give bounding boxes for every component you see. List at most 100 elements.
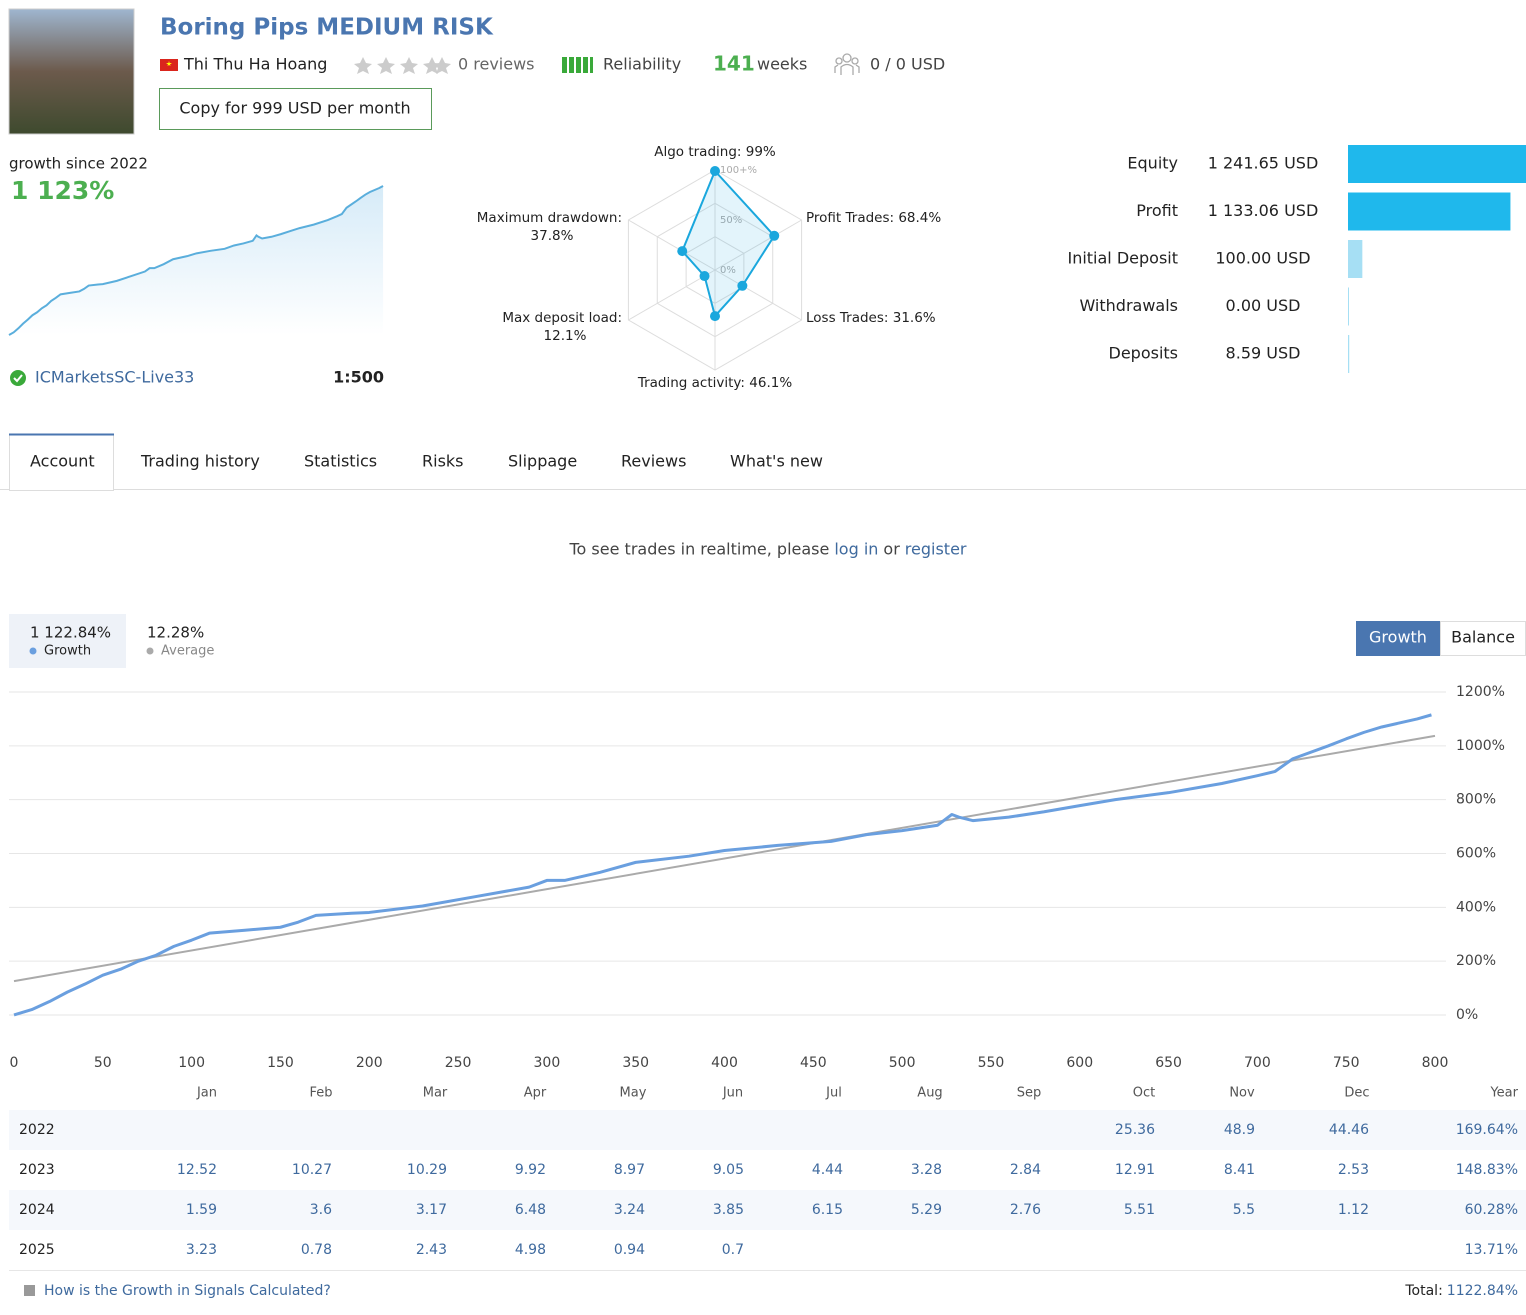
column-header: Aug [917,1086,942,1101]
login-link[interactable]: log in [834,540,878,559]
year-total: 60.28% [1465,1202,1518,1218]
tab[interactable]: Risks [422,452,464,471]
month-value: 1.12 [1338,1202,1369,1218]
toggle-growth[interactable] [1356,621,1440,656]
radar-tick-label: 0% [720,265,736,276]
x-tick-label: 400 [711,1055,738,1071]
radar-tick-label: 100+% [720,165,757,176]
stat-label: Equity [1127,154,1178,173]
x-tick-label: 300 [534,1055,561,1071]
title: Boring Pips MEDIUM RISK [160,15,494,41]
stats-chart: Equity 1 241.65 USD Profit 1 133.06 USD Init… [1067,145,1526,373]
copy-button[interactable] [159,88,432,130]
tab[interactable]: Slippage [508,452,577,471]
legend-dot [146,647,154,655]
weeks-value: 141 [713,52,755,76]
stat-bar [1348,192,1511,231]
radar-category: Loss Trades: [806,310,888,326]
y-tick-label: 800% [1456,792,1496,808]
total-value: 1122.84% [1447,1283,1518,1299]
radar-point [677,246,688,257]
radar-point [710,311,720,322]
radar-spoke [628,219,716,271]
stat-label: Initial Deposit [1067,249,1178,268]
reviews[interactable]: 0 reviews [458,55,535,74]
month-value: 0.94 [614,1242,645,1258]
radar-category: Algo trading: [654,144,741,160]
tab[interactable]: Account [30,452,95,471]
radar-point [769,230,780,241]
row-year: 2022 [19,1122,55,1138]
toggle-balance[interactable] [1440,621,1526,656]
legend-name[interactable]: Average [161,644,214,659]
tab[interactable]: Trading history [140,452,260,471]
y-tick-label: 600% [1456,845,1496,861]
legend-name[interactable]: Growth [44,644,91,659]
month-value: 3.85 [713,1202,744,1218]
stat-bar [1348,335,1350,373]
x-tick-label: 350 [622,1055,649,1071]
tab[interactable]: What's new [730,452,823,471]
y-tick-label: 0% [1456,1007,1478,1023]
column-header: Feb [309,1086,332,1101]
help-link[interactable]: How is the Growth in Signals Calculated? [44,1283,331,1299]
y-tick-label: 200% [1456,953,1496,969]
verified-icon [10,370,26,386]
radar-label: Loss Trades: 31.6% [806,310,936,326]
month-value: 44.46 [1329,1122,1369,1138]
legend-value[interactable]: 12.28% [147,624,204,642]
copy-button-label[interactable]: Copy for 999 USD per month [179,99,410,118]
column-header: Sep [1017,1086,1042,1101]
x-tick-label: 550 [978,1055,1005,1071]
radar-label: Trading activity: 46.1% [637,375,793,391]
radar-label: Profit Trades: 68.4% [806,210,941,226]
weeks-label: weeks [757,55,807,74]
radar-value: 31.6% [888,310,935,326]
x-tick-label: 200 [356,1055,383,1071]
month-value: 2.84 [1010,1162,1041,1178]
table-row [9,1230,1526,1270]
tab[interactable]: Reviews [621,452,686,471]
toggle-balance-label[interactable]: Balance [1451,628,1515,647]
legend-box-active[interactable] [9,614,126,668]
toggle-growth-label[interactable]: Growth [1369,628,1427,647]
stat-value: 8.59 USD [1226,344,1301,363]
row-year: 2023 [19,1162,55,1178]
monthly-table: Jan Feb Mar Apr May Jun Jul Aug Sep Oct Nov Dec Year… [9,1086,1526,1271]
register-link[interactable]: register [905,540,967,559]
stars [354,57,451,74]
verified-check [13,374,23,383]
column-header: Year [1489,1086,1518,1101]
month-value: 5.51 [1124,1202,1155,1218]
author[interactable]: Thi Thu Ha Hoang [183,55,327,74]
server[interactable]: ICMarketsSC-Live33 [35,368,194,387]
radar-value: 68.4% [894,210,941,226]
table-row [9,1150,1526,1190]
radar-category: Max deposit load: [502,310,622,326]
radar-spoke [714,269,802,321]
x-tick-label: 650 [1155,1055,1182,1071]
x-tick-label: 700 [1244,1055,1271,1071]
stat-value: 0.00 USD [1226,296,1301,315]
stat-label: Withdrawals [1079,296,1178,315]
notice-or: or [883,540,900,559]
month-value: 1.59 [186,1202,217,1218]
series-line [13,713,1432,1017]
column-header: Dec [1344,1086,1369,1101]
x-tick-label: 750 [1333,1055,1360,1071]
month-value: 12.52 [177,1162,217,1178]
x-tick-label: 100 [178,1055,205,1071]
stat-value: 1 241.65 USD [1208,154,1319,173]
month-value: 0.7 [722,1242,744,1258]
legend-value[interactable]: 1 122.84% [30,624,111,642]
radar-category: Trading activity: [637,375,745,391]
month-value: 3.28 [911,1162,942,1178]
subscribers-icon [834,53,860,75]
flag-star [166,61,172,66]
growth-label: growth since 2022 [9,155,148,173]
month-value: 48.9 [1224,1122,1255,1138]
month-value: 6.15 [812,1202,843,1218]
tab[interactable]: Statistics [304,452,377,471]
